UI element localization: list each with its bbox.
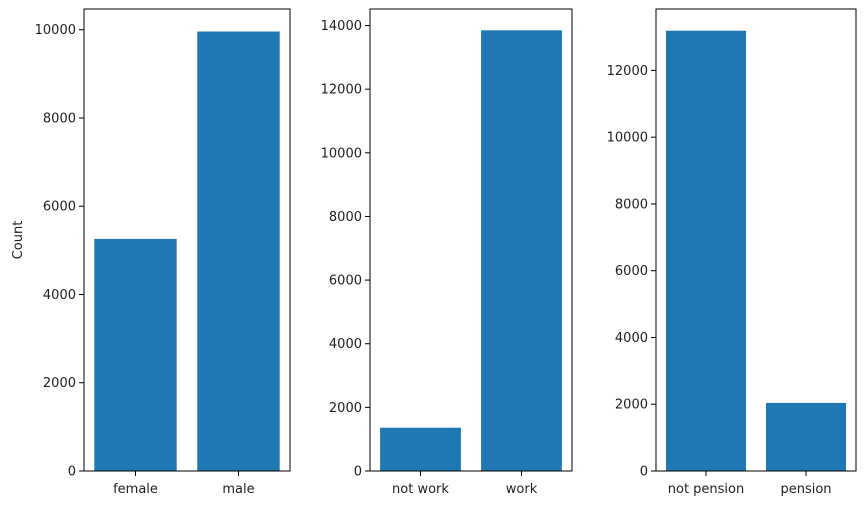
sex-xtick-label: male bbox=[222, 482, 254, 497]
pension-xtick-label: pension bbox=[780, 482, 831, 497]
work-ytick-label: 10000 bbox=[321, 146, 362, 161]
sex-xtick-label: female bbox=[113, 482, 158, 497]
work-ytick-label: 8000 bbox=[329, 210, 362, 225]
work-bar-not-work bbox=[380, 427, 461, 471]
chart-work: 0 2000 4000 6000 8000 10000 12000 14000 not work… bbox=[321, 8, 573, 497]
work-xtick-label: not work bbox=[392, 482, 449, 497]
pension-bar-pension bbox=[766, 402, 846, 471]
pension-bar-not-pension bbox=[666, 30, 746, 471]
sex-ytick-label: 8000 bbox=[43, 111, 76, 126]
sex-ytick-label: 6000 bbox=[43, 200, 76, 215]
work-ytick-label: 0 bbox=[354, 465, 362, 480]
sex-ytick-label: 2000 bbox=[43, 376, 76, 391]
pension-ytick-label: 10000 bbox=[607, 131, 648, 146]
pension-xtick-label: not pension bbox=[668, 482, 745, 497]
work-bar-work bbox=[481, 30, 562, 471]
pension-ytick-label: 6000 bbox=[615, 264, 648, 279]
chart-sex: 0 2000 4000 6000 8000 10000 female male Count bbox=[11, 8, 291, 497]
work-ytick-label: 4000 bbox=[329, 337, 362, 352]
sex-ytick-label: 4000 bbox=[43, 288, 76, 303]
pension-ytick-label: 0 bbox=[640, 465, 648, 480]
work-ytick-label: 2000 bbox=[329, 401, 362, 416]
chart-pension: 0 2000 4000 6000 8000 10000 12000 not pension pe… bbox=[607, 8, 857, 497]
work-axes-frame bbox=[369, 8, 573, 472]
work-ytick-label: 6000 bbox=[329, 274, 362, 289]
sex-ylabel: Count bbox=[11, 221, 26, 260]
pension-ytick-label: 2000 bbox=[615, 398, 648, 413]
work-ytick-label: 12000 bbox=[321, 83, 362, 98]
sex-ytick-label: 10000 bbox=[35, 23, 76, 38]
pension-ytick-label: 4000 bbox=[615, 331, 648, 346]
pension-ytick-label: 12000 bbox=[607, 64, 648, 79]
sex-bar-female bbox=[94, 238, 177, 471]
work-ytick-label: 14000 bbox=[321, 19, 362, 34]
work-xtick-label: work bbox=[506, 482, 538, 497]
sex-ytick-label: 0 bbox=[68, 465, 76, 480]
sex-axes-frame bbox=[83, 8, 291, 472]
pension-ytick-label: 8000 bbox=[615, 197, 648, 212]
pension-axes-frame bbox=[655, 8, 857, 472]
sex-bar-male bbox=[197, 31, 280, 471]
